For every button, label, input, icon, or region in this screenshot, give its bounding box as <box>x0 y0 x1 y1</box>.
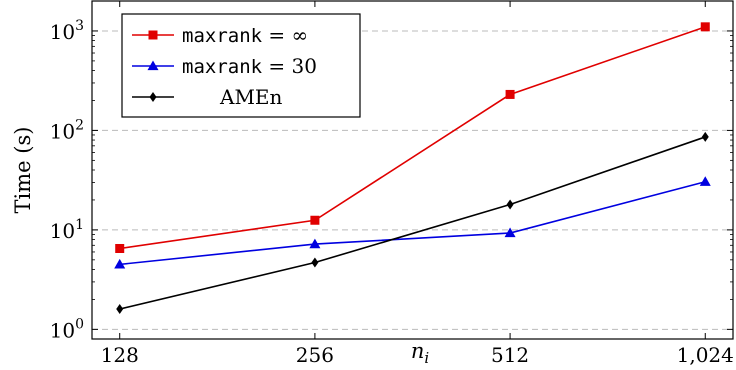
x-tick-label: 256 <box>296 343 334 367</box>
data-point <box>311 257 319 268</box>
y-tick-label: 103 <box>50 18 84 44</box>
y-tick-label: 101 <box>50 217 84 243</box>
grid-lines <box>92 30 733 330</box>
legend-swatch-marker <box>149 92 157 102</box>
y-tick-label: 100 <box>50 316 84 342</box>
legend-swatch-marker <box>148 30 158 40</box>
data-point <box>116 304 124 315</box>
y-axis-title: Time (s) <box>11 127 35 214</box>
series-1 <box>115 22 710 253</box>
y-tick-label: 102 <box>50 117 84 143</box>
data-point <box>506 199 514 210</box>
data-point <box>701 131 709 142</box>
series-lines <box>114 22 711 315</box>
data-point <box>309 238 321 249</box>
data-point <box>115 243 125 253</box>
x-axis-title: ni <box>411 339 430 367</box>
series-line <box>119 136 706 310</box>
legend-swatch-marker <box>147 60 159 71</box>
legend-item: maxrank = ∞ <box>132 23 308 47</box>
legend-label: AMEn <box>219 85 283 109</box>
tick-labels: 100 101 102 103 128 256 512 1,024 <box>50 18 734 367</box>
data-point <box>505 89 515 99</box>
series-2 <box>114 176 711 269</box>
data-point <box>310 215 320 225</box>
axis-ticks <box>92 0 733 339</box>
data-point <box>699 176 711 186</box>
legend-item: AMEn <box>132 85 283 109</box>
data-point <box>114 258 126 269</box>
legend-label: maxrank = 30 <box>182 54 317 78</box>
series-line <box>119 26 706 250</box>
x-tick-label: 128 <box>101 343 139 367</box>
data-point <box>504 227 516 238</box>
legend-item: maxrank = 30 <box>132 54 317 78</box>
legend: maxrank = ∞ maxrank = 30 AMEn <box>121 13 361 118</box>
data-point <box>700 22 710 32</box>
x-tick-label: 512 <box>491 343 529 367</box>
series-line <box>119 180 706 266</box>
series-3 <box>116 131 709 315</box>
legend-label: maxrank = ∞ <box>182 23 308 47</box>
x-tick-label: 1,024 <box>677 343 734 367</box>
